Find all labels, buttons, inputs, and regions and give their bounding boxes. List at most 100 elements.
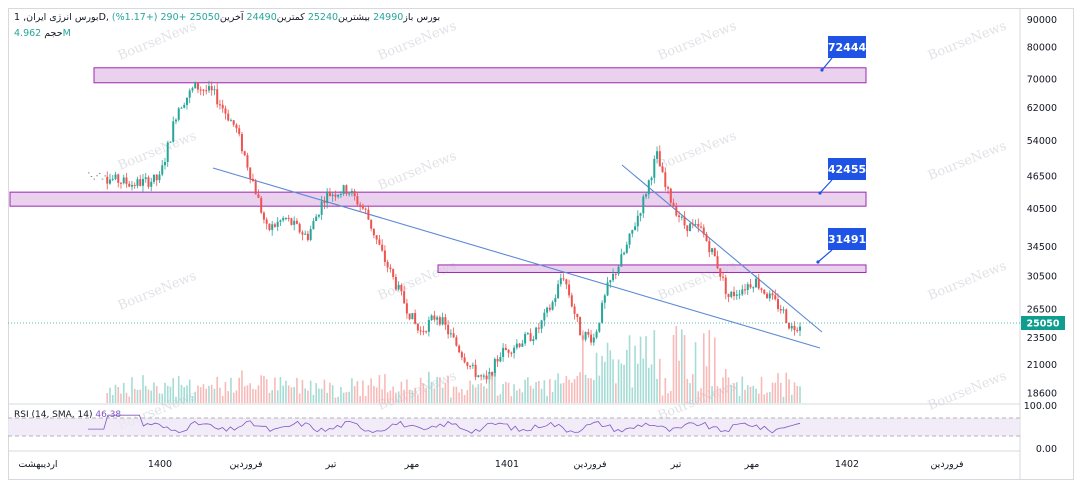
annotation-box bbox=[828, 228, 866, 250]
candle-body bbox=[136, 179, 139, 186]
volume-bar bbox=[205, 388, 208, 403]
volume-bar bbox=[782, 396, 785, 403]
candle-body bbox=[601, 302, 604, 323]
candle-body bbox=[551, 302, 554, 310]
candle-body bbox=[416, 323, 419, 331]
volume-bar bbox=[425, 387, 427, 403]
time-tick-label: تیر bbox=[325, 459, 337, 470]
candle-body bbox=[634, 226, 637, 230]
candle-body bbox=[326, 191, 329, 204]
volume-bar bbox=[186, 385, 188, 403]
annotation-pointer bbox=[817, 249, 833, 263]
candle-body bbox=[133, 184, 136, 186]
candle-body bbox=[799, 326, 801, 331]
volume-bar bbox=[579, 372, 581, 403]
candle-body bbox=[337, 194, 340, 197]
candle-body bbox=[535, 327, 538, 340]
volume-bar bbox=[249, 383, 251, 403]
candle-body bbox=[304, 233, 307, 235]
volume-bar bbox=[166, 385, 169, 403]
candle-body bbox=[702, 227, 705, 235]
candle-body bbox=[414, 313, 417, 324]
time-tick-label: فروردین bbox=[573, 459, 606, 470]
candle-body bbox=[441, 317, 444, 325]
candle-body bbox=[251, 178, 254, 182]
candle-body bbox=[744, 289, 747, 291]
candle-body bbox=[436, 317, 439, 320]
candle-body bbox=[735, 294, 738, 296]
volume-bar bbox=[724, 369, 727, 403]
candle-body bbox=[540, 320, 543, 329]
candle-body bbox=[438, 317, 441, 325]
volume-bar bbox=[653, 330, 656, 403]
legend-close: 25050 bbox=[189, 12, 220, 23]
candle-body bbox=[642, 196, 645, 214]
candle-body bbox=[254, 181, 257, 195]
volume-bar bbox=[337, 396, 339, 403]
volume-bar bbox=[722, 377, 724, 403]
volume-bar bbox=[419, 377, 422, 403]
candle-body bbox=[458, 345, 461, 353]
volume-bar bbox=[290, 387, 293, 403]
volume-bar bbox=[177, 376, 180, 403]
candle-body bbox=[422, 331, 425, 333]
candle-body bbox=[722, 276, 725, 278]
volume-bar bbox=[521, 392, 524, 403]
candle-body bbox=[752, 287, 755, 289]
candle-body bbox=[590, 334, 593, 343]
candle-body bbox=[796, 330, 799, 332]
volume-bar bbox=[763, 394, 766, 403]
candle-body bbox=[348, 193, 351, 195]
volume-bar bbox=[760, 376, 763, 403]
candle-body bbox=[672, 202, 675, 207]
volume-bar bbox=[406, 379, 408, 403]
volume-bar bbox=[474, 387, 477, 403]
volume-bar bbox=[164, 382, 166, 403]
volume-bar bbox=[293, 387, 295, 403]
volume-bar bbox=[150, 390, 153, 403]
price-tick-label: 26500 bbox=[1027, 305, 1057, 316]
volume-bar bbox=[452, 386, 455, 403]
candle-body bbox=[191, 88, 194, 91]
candle-body bbox=[700, 226, 703, 228]
time-tick-label: مهر bbox=[744, 459, 760, 470]
volume-bar bbox=[637, 363, 639, 403]
candle-body bbox=[155, 174, 158, 181]
volume-bar bbox=[208, 385, 210, 403]
volume-bar bbox=[422, 383, 425, 403]
volume-bar bbox=[109, 387, 111, 403]
volume-bar bbox=[477, 384, 480, 403]
candle-body bbox=[427, 320, 430, 332]
candle-body bbox=[595, 331, 598, 338]
candle-body bbox=[317, 214, 320, 217]
candle-body bbox=[656, 151, 659, 159]
volume-bar bbox=[147, 389, 150, 403]
candle-body bbox=[691, 223, 694, 225]
volume-bar bbox=[560, 383, 562, 403]
time-tick-label: مهر bbox=[404, 459, 420, 470]
volume-bar bbox=[439, 377, 441, 403]
volume-bar bbox=[606, 342, 609, 403]
volume-bar bbox=[768, 392, 771, 403]
volume-bar bbox=[565, 376, 568, 403]
candle-body bbox=[320, 201, 323, 215]
volume-bar bbox=[480, 383, 482, 403]
candle-body bbox=[617, 266, 620, 274]
volume-bar bbox=[664, 378, 667, 403]
volume-bar bbox=[329, 382, 331, 403]
volume-bar bbox=[535, 382, 537, 403]
volume-bar bbox=[430, 381, 433, 403]
candle-body bbox=[210, 86, 213, 91]
volume-bar bbox=[183, 387, 186, 403]
candle-body bbox=[774, 295, 777, 300]
candle-body bbox=[323, 201, 326, 204]
volume-bar bbox=[172, 378, 175, 403]
candle-body bbox=[777, 299, 780, 309]
volume-bar bbox=[326, 392, 328, 403]
last-price-marker bbox=[1021, 315, 1065, 330]
candle-body bbox=[163, 161, 166, 166]
watermark-text: BourseNews bbox=[116, 269, 199, 314]
rsi-tick-label: 100.00 bbox=[1024, 401, 1057, 412]
legend-low: 24490 bbox=[246, 12, 277, 23]
